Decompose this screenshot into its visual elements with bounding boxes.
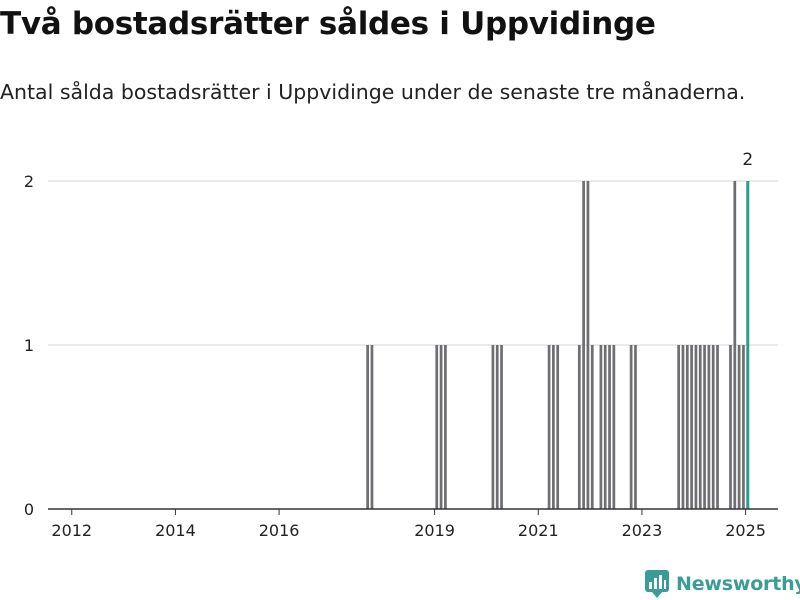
x-tick-label: 2014 xyxy=(155,521,196,540)
bar xyxy=(629,345,633,509)
x-tick-label: 2023 xyxy=(622,521,663,540)
bar xyxy=(439,345,443,509)
chart-subtitle: Antal sålda bostadsrätter i Uppvidinge u… xyxy=(0,80,746,104)
highlighted-bar xyxy=(746,181,750,509)
bar xyxy=(612,345,616,509)
bar xyxy=(552,345,555,509)
bar xyxy=(366,345,370,509)
bar xyxy=(681,345,685,509)
x-tick-label: 2025 xyxy=(725,521,766,540)
highlight-value-label: 2 xyxy=(742,150,753,170)
bar xyxy=(590,345,594,509)
bar xyxy=(634,345,637,509)
bar xyxy=(491,345,495,509)
bar xyxy=(703,345,706,509)
bar xyxy=(677,345,681,509)
bar xyxy=(737,345,741,509)
chart-title: Två bostadsrätter såldes i Uppvidinge xyxy=(0,6,656,42)
y-tick-label: 2 xyxy=(24,172,34,191)
x-tick-label: 2019 xyxy=(414,521,455,540)
x-tick-label: 2016 xyxy=(259,521,300,540)
bar xyxy=(603,345,607,509)
bar xyxy=(586,181,590,509)
bar xyxy=(500,345,503,509)
bar xyxy=(582,181,585,509)
bar xyxy=(733,181,737,509)
x-tick-label: 2012 xyxy=(51,521,92,540)
bar xyxy=(435,345,439,509)
bar xyxy=(556,345,560,509)
bar-chart: 0 1 2 2 2012 2014 2016 2019 2021 2023 2025 xyxy=(24,150,778,540)
bar xyxy=(694,345,698,509)
x-tick-label: 2021 xyxy=(518,521,559,540)
newsworthy-logo: Newsworthy xyxy=(644,569,800,599)
bar xyxy=(729,345,732,509)
bar xyxy=(742,345,745,509)
bar xyxy=(608,345,611,509)
y-tick-label: 1 xyxy=(24,336,34,355)
bar xyxy=(577,345,581,509)
bar-chart-badge-icon xyxy=(645,570,669,598)
bar xyxy=(711,345,715,509)
bar xyxy=(547,345,551,509)
bar xyxy=(707,345,711,509)
bar xyxy=(370,345,374,509)
bar xyxy=(690,345,693,509)
bar xyxy=(599,345,603,509)
bar xyxy=(698,345,702,509)
bar xyxy=(444,345,447,509)
bar xyxy=(716,345,719,509)
y-tick-label: 0 xyxy=(24,500,34,519)
bar xyxy=(685,345,689,509)
logo-text: Newsworthy xyxy=(676,573,800,595)
bar xyxy=(495,345,499,509)
